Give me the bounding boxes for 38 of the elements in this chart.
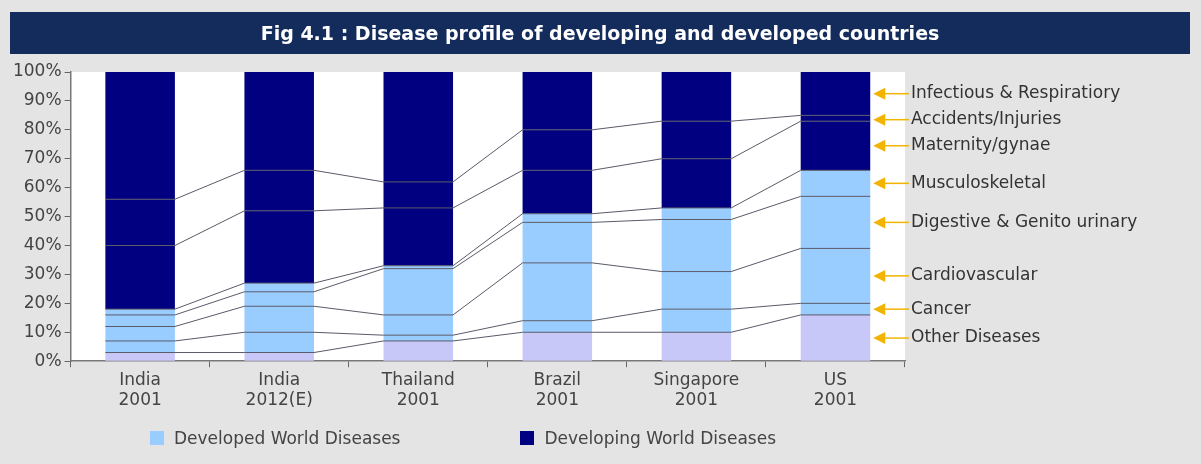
x-tick-label: Singapore 2001	[653, 368, 740, 410]
bar	[661, 332, 732, 361]
y-tick-label: 90%	[23, 89, 62, 110]
bar	[800, 314, 871, 361]
bar	[383, 72, 454, 182]
y-tick-label: 20%	[23, 291, 62, 312]
x-tick-label: India 2012(E)	[245, 368, 313, 410]
text: Developed World Diseases	[174, 428, 401, 448]
text: Maternity/gynae	[911, 134, 1051, 155]
text: Cardiovascular	[911, 264, 1038, 285]
chart-title: Fig 4.1 : Disease profile of developing and developed countries	[10, 12, 1190, 54]
y-tick-label: 30%	[23, 262, 62, 283]
text: Cancer	[911, 297, 971, 318]
x-tick-label: US 2001	[813, 368, 858, 410]
text: Digestive & Genito urinary	[911, 210, 1138, 231]
y-tick-label: 0%	[34, 349, 62, 370]
x-tick-label: Thailand 2001	[380, 368, 455, 410]
x-tick-label: India 2001	[118, 368, 162, 410]
text: Other Diseases	[911, 326, 1041, 347]
y-tick-label: 10%	[23, 320, 62, 341]
y-tick-label: 40%	[23, 233, 62, 254]
y-tick-label: 100%	[12, 60, 62, 81]
y-tick-label: 80%	[23, 118, 62, 139]
text: Developing World Diseases	[544, 428, 777, 448]
bar	[383, 268, 454, 315]
bar	[522, 332, 593, 361]
y-tick-label: 60%	[23, 176, 62, 197]
bar	[383, 340, 454, 361]
bar	[383, 181, 454, 208]
x-tick-label: Brazil 2001	[533, 368, 582, 410]
y-tick-label: 70%	[23, 147, 62, 168]
bar	[661, 309, 732, 333]
bar	[383, 314, 454, 336]
bar	[383, 207, 454, 266]
text: Infectious & Respiratiory	[911, 82, 1121, 103]
text: Accidents/Injuries	[911, 108, 1062, 129]
text: Musculoskeletal	[911, 171, 1047, 192]
y-tick-label: 50%	[23, 205, 62, 226]
